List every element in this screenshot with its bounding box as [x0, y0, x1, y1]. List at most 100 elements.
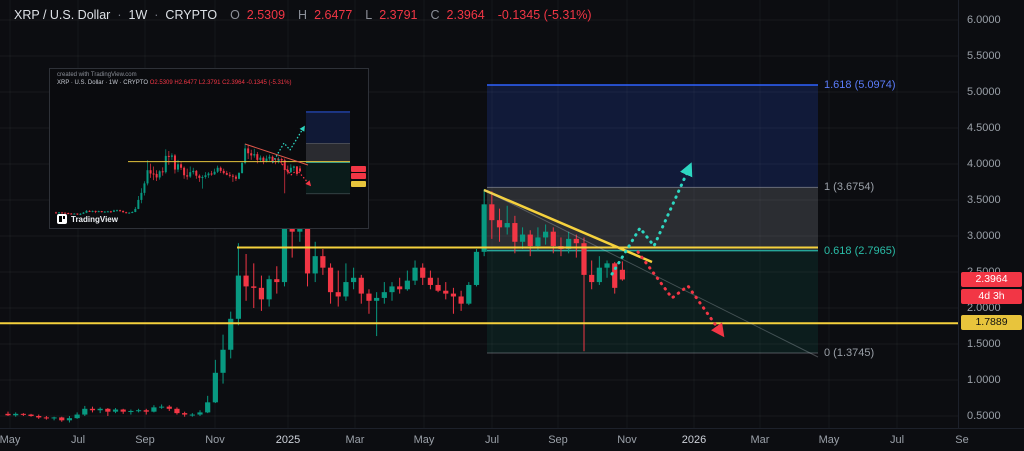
candle-body [82, 212, 85, 214]
candle-body [225, 173, 228, 175]
candle-body [43, 417, 49, 419]
candle-body [112, 409, 119, 412]
candle-body [109, 211, 112, 213]
candle-body [151, 407, 157, 412]
high-label: H [298, 8, 308, 22]
candle-body [404, 280, 410, 290]
close-label: C [430, 8, 440, 22]
candle-body [297, 227, 303, 232]
candle-body [180, 164, 183, 168]
price-badge: 1.7889 [961, 315, 1022, 330]
price-axis-label: 1.5000 [967, 338, 1001, 350]
candle-body [374, 297, 380, 301]
candle-body [170, 155, 173, 157]
time-axis-label: 2026 [681, 434, 707, 446]
candle-body [343, 282, 349, 297]
candle-body [74, 414, 80, 419]
price-axis[interactable]: 6.0000 5.5000 5.0000 4.5000 4.0000 3.5000 3.00… [958, 0, 1024, 428]
fib-zone[interactable] [306, 111, 350, 144]
fib-level-label: 1 (3.6754) [824, 181, 875, 194]
candle-body [76, 213, 79, 215]
candle-body [299, 168, 301, 172]
price-badge: 4d 3h [961, 289, 1022, 304]
fib-zone[interactable] [306, 143, 350, 163]
candle-body [167, 155, 170, 157]
candle-body [189, 172, 192, 177]
candle-body [235, 275, 241, 319]
time-axis[interactable]: May Jul Sep Nov 2025 Mar May Jul Sep Nov 2026 Mar Ma… [0, 428, 1024, 451]
tradingview-logo-text: TradingView [71, 214, 118, 224]
candle-body [137, 199, 140, 209]
candle-body [189, 414, 195, 416]
candle-body [125, 212, 128, 214]
candle-body [397, 286, 403, 290]
candle-body [36, 416, 42, 418]
fib-zone[interactable] [487, 84, 818, 188]
candle-body [358, 277, 364, 294]
time-axis-label: May [0, 434, 21, 446]
candle-body [366, 293, 372, 301]
price-axis-label: 4.0000 [967, 158, 1001, 170]
mini-bearish-arrow[interactable] [277, 158, 312, 187]
candle-body [496, 220, 503, 228]
candle-body [164, 155, 167, 173]
candle-body [234, 176, 237, 179]
time-axis-label: Se [955, 434, 969, 446]
candle-body [289, 167, 292, 173]
inset-ohlc-text: O2.5309 H2.6477 L2.3791 C2.3964 -0.1345 … [149, 80, 292, 86]
candle-body [550, 231, 556, 247]
candle-body [259, 157, 262, 160]
time-axis-label: Jul [889, 434, 905, 446]
candle-body [82, 408, 88, 415]
fib-zone[interactable] [306, 162, 350, 194]
time-axis-label: May [413, 434, 435, 446]
main-chart-canvas[interactable] [0, 0, 958, 428]
bullish-projection-arrow[interactable] [610, 162, 693, 276]
time-axis-label: May [818, 434, 840, 446]
candle-body [589, 274, 595, 283]
mini-price-badge [351, 166, 366, 172]
mini-bullish-arrow[interactable] [272, 125, 305, 163]
trendline-extension[interactable] [483, 189, 819, 358]
low-value: 2.3791 [379, 8, 418, 22]
candle-body [519, 234, 526, 242]
candle-body [100, 211, 103, 213]
candle-body [481, 204, 487, 252]
candle-body [241, 162, 244, 174]
candle-body [97, 408, 103, 411]
candle-body [504, 223, 510, 228]
candle-body [292, 166, 295, 168]
fib-zone[interactable] [487, 187, 818, 251]
interval-label[interactable]: 1W [128, 8, 148, 22]
candle-body [192, 170, 195, 173]
candle-body [140, 192, 143, 200]
candle-body [51, 417, 57, 419]
candle-body [266, 279, 272, 300]
mini-price-badge [351, 181, 366, 187]
chart-legend[interactable]: XRP / U.S. Dollar · 1W · CRYPTO O 2.5309 … [14, 8, 592, 22]
open-label: O [230, 8, 240, 22]
candle-body [186, 175, 189, 177]
price-badge: 2.3964 [961, 272, 1022, 287]
candle-body [207, 173, 210, 176]
candle-body [59, 417, 65, 421]
candle-body [112, 210, 115, 212]
descending-trendline[interactable] [483, 188, 653, 264]
candle-body [134, 208, 137, 212]
candle-body [327, 267, 334, 293]
candle-body [466, 284, 472, 304]
symbol-title[interactable]: XRP / U.S. Dollar [14, 8, 111, 22]
separator-dot: · [154, 8, 159, 22]
candle-body [231, 175, 234, 177]
candle-body [238, 173, 240, 179]
candle-body [173, 155, 176, 170]
time-axis-label: 2025 [275, 434, 301, 446]
fib-zone[interactable] [487, 250, 818, 354]
candle-body [596, 267, 602, 283]
candle-body [131, 212, 134, 213]
candle-body [201, 177, 204, 179]
price-axis-label: 5.5000 [967, 50, 1001, 62]
fib-level-label: 0 (1.3745) [824, 347, 875, 360]
mini-trendline[interactable] [244, 143, 309, 166]
candle-body [161, 171, 164, 173]
